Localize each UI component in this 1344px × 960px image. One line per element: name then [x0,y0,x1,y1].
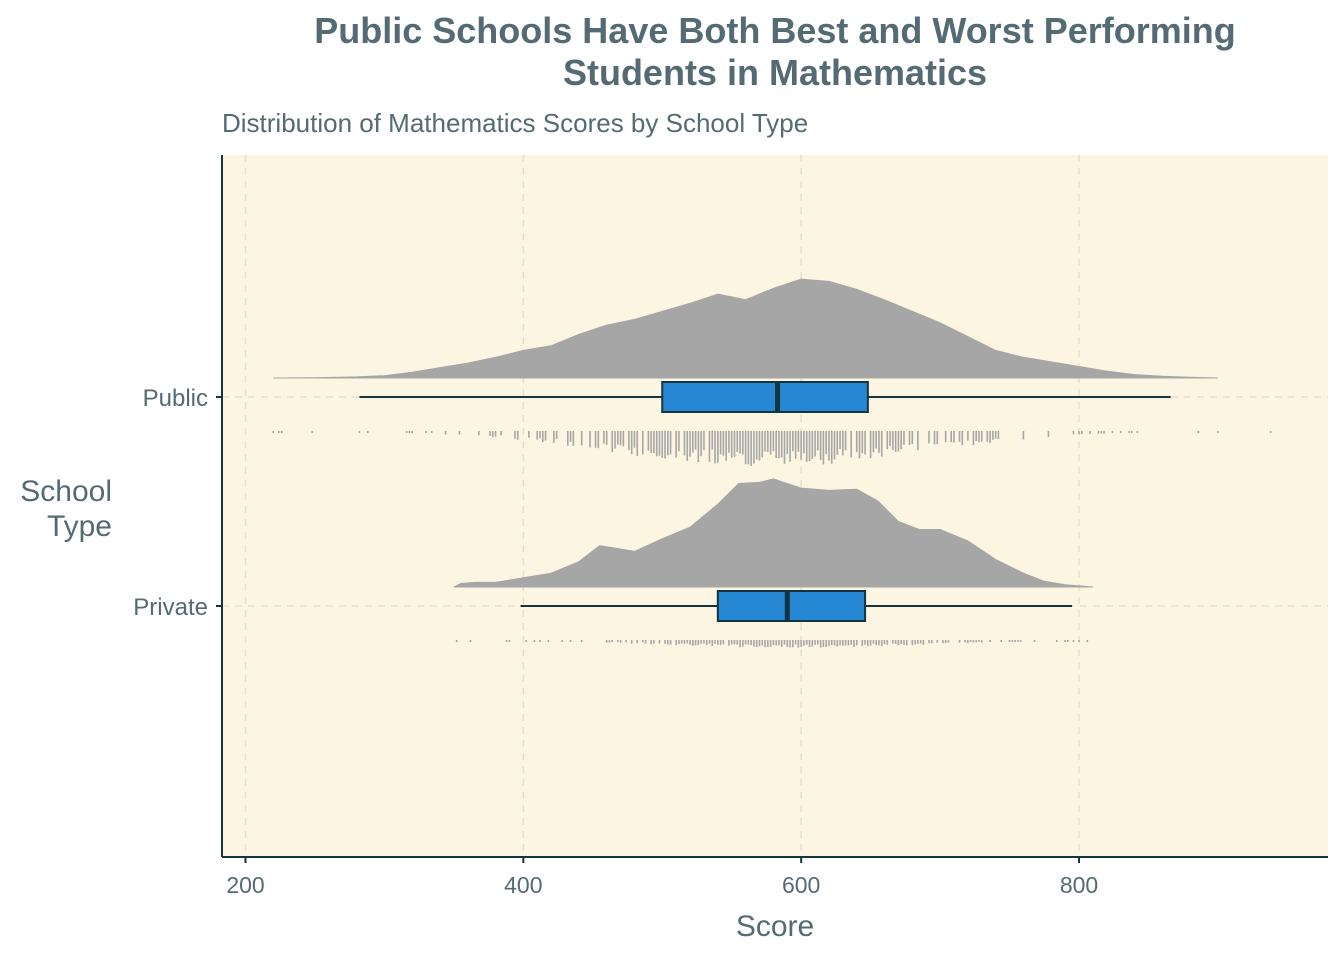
y-axis-label: School Type [20,475,112,543]
chart-subtitle: Distribution of Mathematics Scores by Sc… [222,108,809,138]
density-private [453,478,1093,588]
x-tick-label: 800 [1060,872,1098,898]
x-tick-label: 200 [226,872,264,898]
y-tick-label: Private [133,594,208,621]
box-public [661,381,869,413]
x-tick-label: 400 [504,872,542,898]
box-private [716,590,867,622]
x-axis-label: Score [735,910,815,943]
y-tick-label: Public [143,385,208,412]
x-tick-label: 600 [782,872,820,898]
chart-title: Public Schools Have Both Best and Worst … [314,10,1236,93]
density-public [273,278,1218,379]
